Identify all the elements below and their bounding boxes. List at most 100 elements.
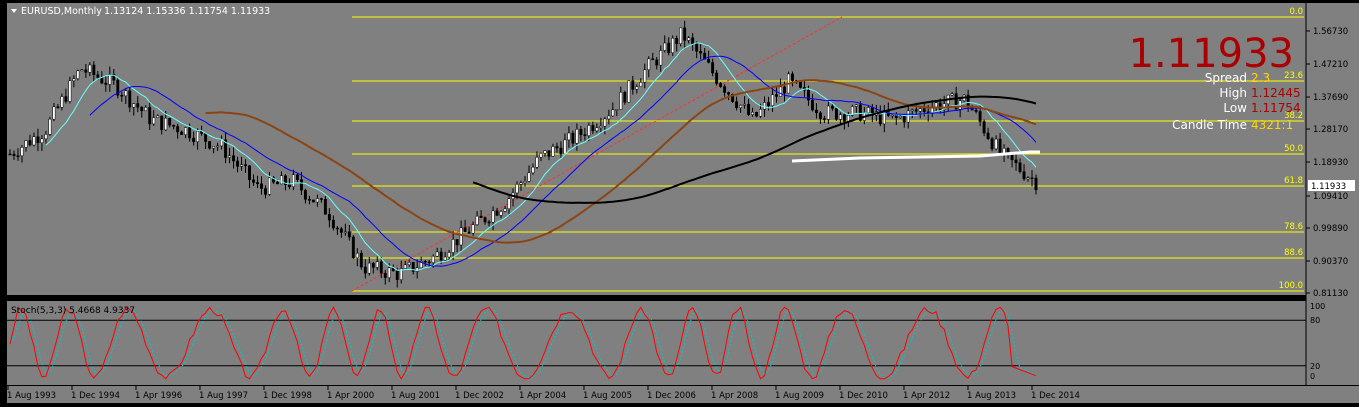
- price-axis-label: 1.09410: [1313, 192, 1348, 202]
- candle-body: [363, 266, 367, 274]
- candle-body: [84, 69, 88, 73]
- candle-body: [411, 262, 415, 272]
- candle-body: [695, 43, 699, 52]
- candle-body: [503, 208, 507, 212]
- candle-body: [467, 231, 471, 234]
- candle-body: [100, 77, 104, 84]
- candle-body: [834, 108, 838, 120]
- fib-level-label: 61.8: [1284, 176, 1303, 186]
- candle-body: [104, 82, 108, 85]
- candle-body: [52, 106, 56, 120]
- candle-body: [635, 86, 639, 90]
- candle-body: [810, 99, 814, 111]
- stoch-axis-label: 0: [1310, 372, 1315, 381]
- candle-body: [132, 103, 136, 108]
- candle-body: [236, 160, 240, 167]
- chart-menu-arrow-icon[interactable]: [11, 9, 17, 13]
- candle-body: [583, 134, 587, 136]
- main-chart-area[interactable]: [7, 3, 1306, 295]
- candle-body: [1034, 177, 1038, 191]
- candle-body: [120, 94, 124, 97]
- candle-body: [507, 198, 511, 210]
- candle-body: [427, 261, 431, 264]
- candle-body: [659, 50, 663, 66]
- candle-time-label: Candle Time: [1172, 118, 1247, 132]
- candle-body: [160, 115, 164, 131]
- candle-body: [92, 64, 96, 76]
- candle-body: [220, 139, 224, 147]
- candle-body: [599, 125, 603, 129]
- candle-body: [743, 103, 747, 106]
- candle-body: [24, 140, 28, 148]
- candle-body: [124, 90, 128, 97]
- current-price-tag: 1.11933: [1311, 182, 1346, 192]
- candle-body: [1030, 177, 1034, 180]
- fibonacci-retracement[interactable]: 0.0 23.6 38.2 50.0 61.8 78.6 88.6 100.0: [351, 7, 1304, 292]
- candle-body: [499, 211, 503, 216]
- price-axis-labels: 1.56730 1.47210 1.37690 1.28170 1.18930 1.094…: [1306, 27, 1348, 299]
- candle-body: [775, 94, 778, 97]
- time-axis-label: 1 Aug 2013: [967, 391, 1016, 401]
- candle-body: [707, 58, 711, 63]
- low-value: 1.11754: [1251, 101, 1301, 115]
- candle-body: [419, 261, 423, 269]
- candle-body: [355, 252, 359, 259]
- candle-body: [347, 231, 351, 238]
- candle-body: [563, 139, 567, 155]
- candle-body: [56, 106, 60, 109]
- candle-body: [595, 127, 599, 132]
- price-axis[interactable]: [1306, 3, 1359, 385]
- time-axis-label: 1 Dec 1998: [263, 391, 312, 401]
- candle-body: [751, 112, 755, 115]
- time-axis[interactable]: [7, 386, 1359, 403]
- candle-body: [311, 199, 315, 203]
- candle-body: [32, 136, 36, 146]
- candle-body: [974, 109, 978, 112]
- support-line: [791, 150, 1040, 163]
- candle-body: [954, 93, 958, 110]
- spread-label: Spread: [1205, 71, 1247, 85]
- candle-body: [152, 117, 156, 125]
- fib-level-label: 23.6: [1284, 71, 1303, 81]
- candle-body: [531, 166, 535, 174]
- candlestick-series: [8, 20, 1038, 288]
- candle-body: [783, 86, 786, 94]
- candle-body: [315, 198, 319, 203]
- candle-body: [459, 227, 463, 246]
- time-axis-label: 1 Aug 2009: [775, 391, 824, 401]
- stoch-axis-label: 80: [1310, 316, 1320, 325]
- candle-body: [547, 150, 551, 157]
- candle-body: [683, 27, 687, 41]
- candle-body: [567, 132, 571, 141]
- candle-body: [631, 80, 635, 90]
- candle-body: [319, 198, 323, 200]
- candle-body: [351, 236, 355, 259]
- candle-body: [20, 147, 24, 157]
- candle-body: [88, 64, 92, 73]
- candle-body: [435, 251, 439, 257]
- candle-body: [826, 105, 830, 120]
- ohlc-values: 1.13124 1.15336 1.11754 1.11933: [104, 6, 270, 17]
- candle-body: [208, 141, 212, 149]
- stochastic-lines: 100 80 200: [7, 302, 1325, 381]
- candle-body: [639, 82, 643, 87]
- candle-body: [36, 136, 40, 144]
- candle-time-value: 4321:1: [1251, 118, 1293, 132]
- candle-body: [818, 112, 822, 119]
- candle-body: [327, 214, 331, 221]
- fib-trendline: [351, 16, 843, 292]
- candle-body: [519, 182, 523, 185]
- candle-body: [371, 262, 375, 268]
- candle-body: [978, 111, 982, 122]
- candle-body: [224, 139, 228, 158]
- stoch-panel[interactable]: [7, 301, 1306, 385]
- candle-body: [148, 107, 152, 125]
- stoch-axis-label: 100: [1310, 302, 1325, 311]
- candle-body: [515, 184, 519, 194]
- candle-body: [655, 59, 659, 66]
- candle-body: [799, 81, 802, 88]
- candle-body: [479, 215, 483, 218]
- fib-level-label: 78.6: [1284, 222, 1303, 232]
- candle-body: [112, 74, 116, 81]
